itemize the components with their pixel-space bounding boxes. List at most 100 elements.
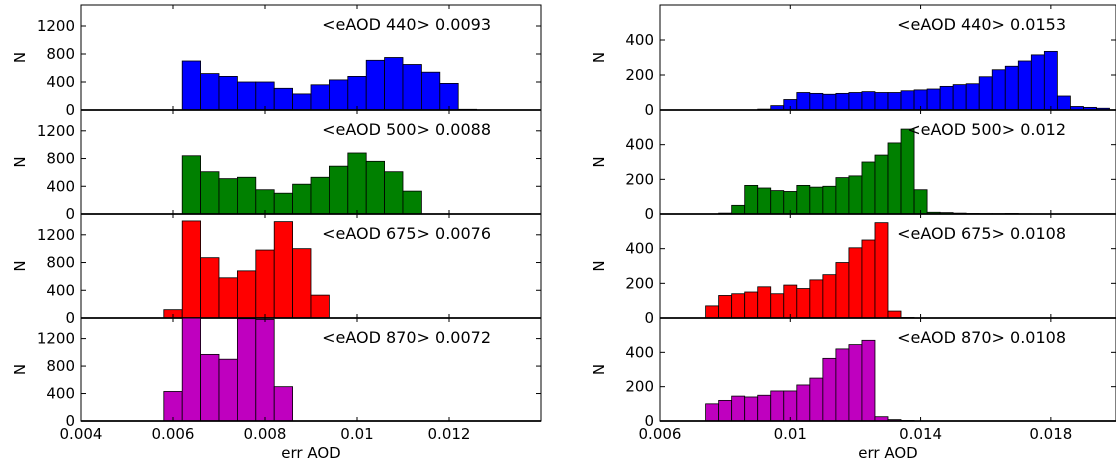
histogram-bar: [273, 87, 294, 111]
histogram-bar: [1004, 65, 1019, 111]
mean-error-annotation: <eAOD 440> 0.0093: [322, 15, 491, 34]
x-tick-label: 0.01: [774, 425, 807, 443]
histogram-bar: [292, 93, 312, 111]
mean-error-annotation: <eAOD 500> 0.012: [907, 120, 1066, 139]
y-tick-label: 0: [644, 205, 654, 223]
histogram-bar: [402, 64, 422, 111]
histogram-bar: [328, 165, 349, 215]
y-tick-label: 400: [625, 136, 654, 154]
histogram-bar: [181, 155, 201, 215]
y-tick-label: 400: [625, 31, 654, 49]
histogram-bar: [796, 184, 811, 215]
histogram-bar: [731, 204, 746, 215]
histogram-bar: [770, 293, 785, 319]
y-tick-label: 400: [46, 177, 75, 195]
x-tick-label: 0.008: [244, 425, 287, 443]
histogram-bar: [163, 391, 183, 422]
histogram-bar: [848, 92, 863, 111]
y-tick-label: 200: [625, 274, 654, 292]
histogram-bar: [200, 171, 220, 215]
histogram-bar: [770, 390, 785, 422]
y-tick-label: 1200: [37, 330, 75, 348]
x-tick-label: 0.006: [639, 425, 682, 443]
histogram-bar: [200, 73, 220, 111]
y-tick-label: 0: [65, 205, 75, 223]
histogram-bar: [236, 81, 257, 111]
histogram-bar: [200, 257, 220, 319]
histogram-bar: [255, 249, 275, 319]
histogram-bar: [365, 59, 386, 111]
y-tick-label: 1200: [37, 122, 75, 140]
histogram-bar: [744, 184, 759, 215]
histogram-bar: [848, 175, 863, 215]
histogram-bar: [218, 178, 238, 215]
y-axis-label: N: [590, 364, 608, 375]
y-tick-label: 400: [625, 240, 654, 258]
histogram-bar: [744, 291, 759, 319]
right-panel-4: 0 200 400 N <eAOD 870> 0.0108: [590, 317, 1116, 430]
x-axis-label: err AOD: [281, 444, 340, 462]
y-tick-label: 0: [65, 309, 75, 327]
x-tick-label: 0.01: [340, 425, 373, 443]
y-tick-label: 200: [625, 378, 654, 396]
histogram-bar: [861, 91, 876, 111]
histogram-bar: [796, 384, 811, 422]
y-axis-label: N: [11, 260, 29, 271]
histogram-bar: [255, 318, 275, 422]
histogram-bar: [835, 348, 850, 422]
left-panel-3: 0 400 800 1200 N <eAOD 675> 0.0076: [11, 213, 542, 327]
histogram-bar: [718, 295, 733, 319]
y-tick-label: 200: [625, 66, 654, 84]
histogram-bar: [965, 83, 980, 111]
y-axis-label: N: [590, 260, 608, 271]
histogram-bar: [861, 239, 876, 319]
histogram-bar: [310, 84, 330, 111]
histogram-bar: [822, 357, 837, 422]
histogram-bar: [1043, 50, 1058, 111]
histogram-bar: [809, 377, 824, 422]
histogram-bar: [347, 152, 367, 215]
histogram-bar: [796, 288, 811, 319]
histogram-bar: [744, 396, 759, 422]
y-tick-label: 0: [65, 101, 75, 119]
histogram-bar: [757, 286, 772, 319]
x-tick-label: 0.006: [152, 425, 195, 443]
histogram-bar: [181, 317, 201, 422]
mean-error-annotation: <eAOD 870> 0.0108: [897, 328, 1066, 347]
y-tick-label: 0: [65, 412, 75, 430]
histogram-bar: [273, 386, 294, 422]
histogram-bar: [874, 92, 889, 111]
y-axis-label: N: [590, 156, 608, 167]
histogram-bar: [731, 395, 746, 422]
histogram-bar: [978, 76, 993, 111]
histogram-bar: [236, 176, 257, 215]
histogram-bar: [757, 394, 772, 422]
histogram-bar: [328, 79, 349, 111]
histogram-bar: [861, 161, 876, 215]
mean-error-annotation: <eAOD 440> 0.0153: [897, 15, 1066, 34]
left-column: 0 400 800 1200 N <eAOD 440> 0.0093 0 400 800 1200…: [11, 4, 542, 462]
y-axis-label: N: [11, 156, 29, 167]
histogram-bar: [770, 190, 785, 215]
y-tick-label: 800: [46, 150, 75, 168]
right-panel-2: 0 200 400 N <eAOD 500> 0.012: [590, 109, 1116, 223]
histogram-bar: [1030, 54, 1045, 111]
x-axis-label: err AOD: [858, 444, 917, 462]
histogram-bar: [236, 318, 257, 422]
histogram-bar: [420, 71, 441, 111]
x-tick-label: 0.018: [1029, 425, 1072, 443]
right-column: 0 200 400 N <eAOD 440> 0.0153 0 200 400 N <eAOD 5…: [590, 4, 1116, 462]
histogram-bar: [1017, 60, 1032, 111]
histogram-bar: [926, 88, 941, 111]
y-tick-label: 800: [46, 357, 75, 375]
histogram-bar: [848, 344, 863, 422]
y-tick-label: 400: [625, 343, 654, 361]
histogram-bar: [796, 92, 811, 111]
histogram-bar: [822, 185, 837, 215]
histogram-bar: [384, 171, 404, 215]
mean-error-annotation: <eAOD 675> 0.0076: [322, 224, 491, 243]
histogram-bar: [887, 310, 902, 319]
histogram-bar: [783, 390, 798, 422]
left-panel-4: 0 400 800 1200 N <eAOD 870> 0.0072: [11, 317, 542, 430]
